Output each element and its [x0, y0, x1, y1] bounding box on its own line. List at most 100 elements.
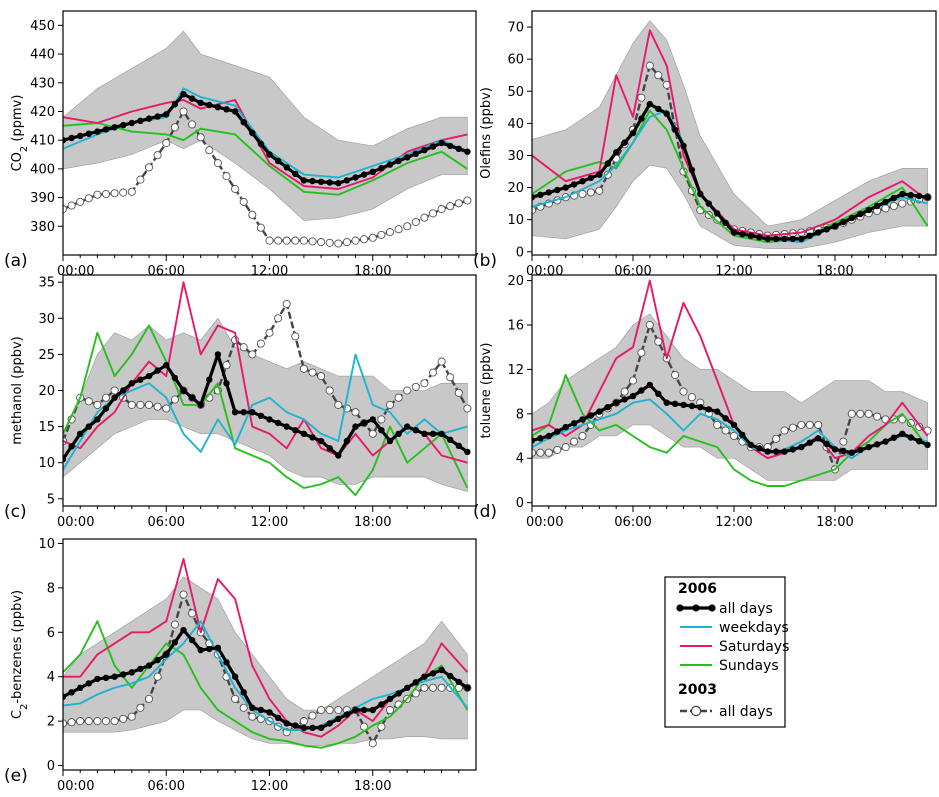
panel-label-d: (d) — [473, 502, 497, 522]
point-all-days-2006-c — [283, 423, 290, 430]
point-all-days-2006-a — [455, 145, 462, 152]
point-all-days-2003-a — [325, 238, 334, 247]
legend-2003-heading: 2003 — [678, 682, 717, 698]
point-all-days-2006-e — [395, 690, 402, 697]
point-all-days-2003-a — [299, 236, 308, 245]
point-all-days-2006-b — [823, 226, 830, 233]
x-tick-label-a: 18:00 — [354, 264, 391, 279]
point-all-days-2006-a — [145, 115, 153, 122]
point-all-days-2003-a — [317, 238, 326, 247]
point-all-days-2006-a — [360, 171, 368, 178]
point-all-days-2006-e — [128, 669, 135, 676]
point-all-days-2003-d — [805, 420, 814, 429]
point-all-days-2006-e — [438, 666, 445, 674]
point-all-days-2003-c — [162, 404, 171, 413]
series-line-saturdays-d — [532, 279, 929, 460]
point-all-days-2006-e — [266, 709, 273, 716]
x-tick-label-d: 06:00 — [614, 515, 651, 530]
x-tick-label-e: 18:00 — [354, 779, 391, 794]
point-all-days-2003-e — [231, 694, 240, 703]
point-all-days-2006-b — [646, 100, 653, 108]
point-all-days-2006-d — [831, 446, 839, 453]
point-all-days-2003-c — [153, 402, 162, 411]
point-all-days-2003-e — [428, 683, 438, 692]
point-all-days-2003-c — [127, 400, 136, 409]
point-all-days-2006-e — [421, 673, 428, 680]
y-tick-label-b: 0 — [516, 245, 524, 260]
point-all-days-2003-a — [213, 159, 222, 168]
point-all-days-2003-e — [248, 712, 257, 721]
point-all-days-2006-c — [102, 405, 110, 412]
y-tick-label-c: 30 — [38, 312, 55, 327]
legend-all-days-2006-marker-2 — [692, 604, 700, 612]
point-all-days-2006-c — [404, 423, 411, 430]
point-all-days-2003-b — [889, 201, 898, 211]
point-all-days-2003-a — [411, 217, 420, 227]
point-all-days-2003-e — [239, 703, 248, 712]
point-all-days-2003-a — [291, 236, 300, 245]
point-all-days-2003-a — [239, 197, 248, 206]
point-all-days-2006-b — [916, 192, 923, 200]
point-all-days-2006-a — [412, 150, 419, 157]
point-all-days-2006-b — [680, 142, 687, 149]
point-all-days-2003-a — [463, 196, 472, 205]
y-axis-label-b: Olefins (ppbv) — [479, 87, 494, 179]
point-all-days-2006-b — [873, 202, 881, 210]
point-all-days-2003-c — [454, 388, 463, 397]
x-tick-label-c: 18:00 — [354, 515, 391, 530]
point-all-days-2003-a — [84, 194, 93, 203]
point-all-days-2006-b — [857, 210, 864, 218]
point-all-days-2003-a — [446, 202, 455, 211]
point-all-days-2006-b — [840, 218, 847, 226]
panel-a: 00:00 06:00 12:00 18:0038039040041042043044… — [4, 10, 477, 279]
point-all-days-2006-d — [823, 440, 830, 447]
y-tick-label-d: 8 — [516, 407, 524, 422]
point-all-days-2006-b — [739, 230, 746, 238]
point-all-days-2003-a — [454, 199, 463, 208]
point-all-days-2003-a — [342, 238, 351, 247]
point-all-days-2003-a — [205, 146, 214, 155]
point-all-days-2006-e — [447, 672, 454, 680]
point-all-days-2006-b — [730, 229, 738, 236]
point-all-days-2003-d — [570, 437, 579, 446]
legend-all-days-2006-marker-1 — [676, 604, 684, 612]
point-all-days-2003-d — [671, 370, 680, 380]
point-all-days-2003-a — [334, 239, 343, 248]
point-all-days-2006-a — [111, 124, 118, 131]
point-all-days-2003-a — [101, 189, 111, 199]
point-all-days-2003-d — [578, 431, 587, 441]
point-all-days-2006-b — [596, 171, 603, 178]
y-tick-label-c: 35 — [38, 276, 55, 291]
point-all-days-2003-a — [144, 163, 154, 172]
x-tick-label-a: 12:00 — [251, 264, 288, 279]
series-line-weekdays-e — [63, 620, 469, 731]
point-all-days-2006-c — [395, 430, 402, 437]
point-all-days-2006-a — [94, 128, 101, 135]
point-all-days-2006-e — [145, 662, 153, 669]
y-tick-label-e: 8 — [47, 581, 55, 596]
point-all-days-2006-b — [579, 178, 586, 185]
legend-2006-heading: 2006 — [678, 581, 717, 597]
y-tick-label-c: 10 — [38, 456, 55, 471]
y-tick-label-d: 20 — [507, 274, 524, 289]
point-all-days-2006-a — [317, 178, 325, 185]
point-all-days-2006-b — [621, 139, 628, 146]
point-all-days-2003-e — [101, 717, 111, 726]
point-all-days-2006-d — [532, 437, 536, 444]
point-all-days-2006-e — [206, 645, 213, 653]
point-all-days-2006-b — [604, 160, 611, 167]
point-all-days-2006-d — [890, 434, 898, 441]
point-all-days-2003-a — [179, 107, 188, 116]
y-tick-label-b: 10 — [507, 213, 524, 228]
point-all-days-2003-c — [256, 339, 265, 348]
point-all-days-2003-c — [420, 379, 429, 388]
y-axis-label-c: methanol (ppbv) — [10, 336, 25, 445]
point-all-days-2006-b — [890, 194, 898, 202]
y-tick-label-b: 50 — [507, 85, 524, 100]
point-all-days-2003-a — [385, 227, 395, 237]
panel-label-e: (e) — [4, 766, 28, 786]
point-all-days-2006-c — [206, 376, 213, 383]
point-all-days-2003-d — [713, 420, 722, 429]
series-group-b — [532, 29, 932, 244]
point-all-days-2006-c — [94, 416, 101, 423]
